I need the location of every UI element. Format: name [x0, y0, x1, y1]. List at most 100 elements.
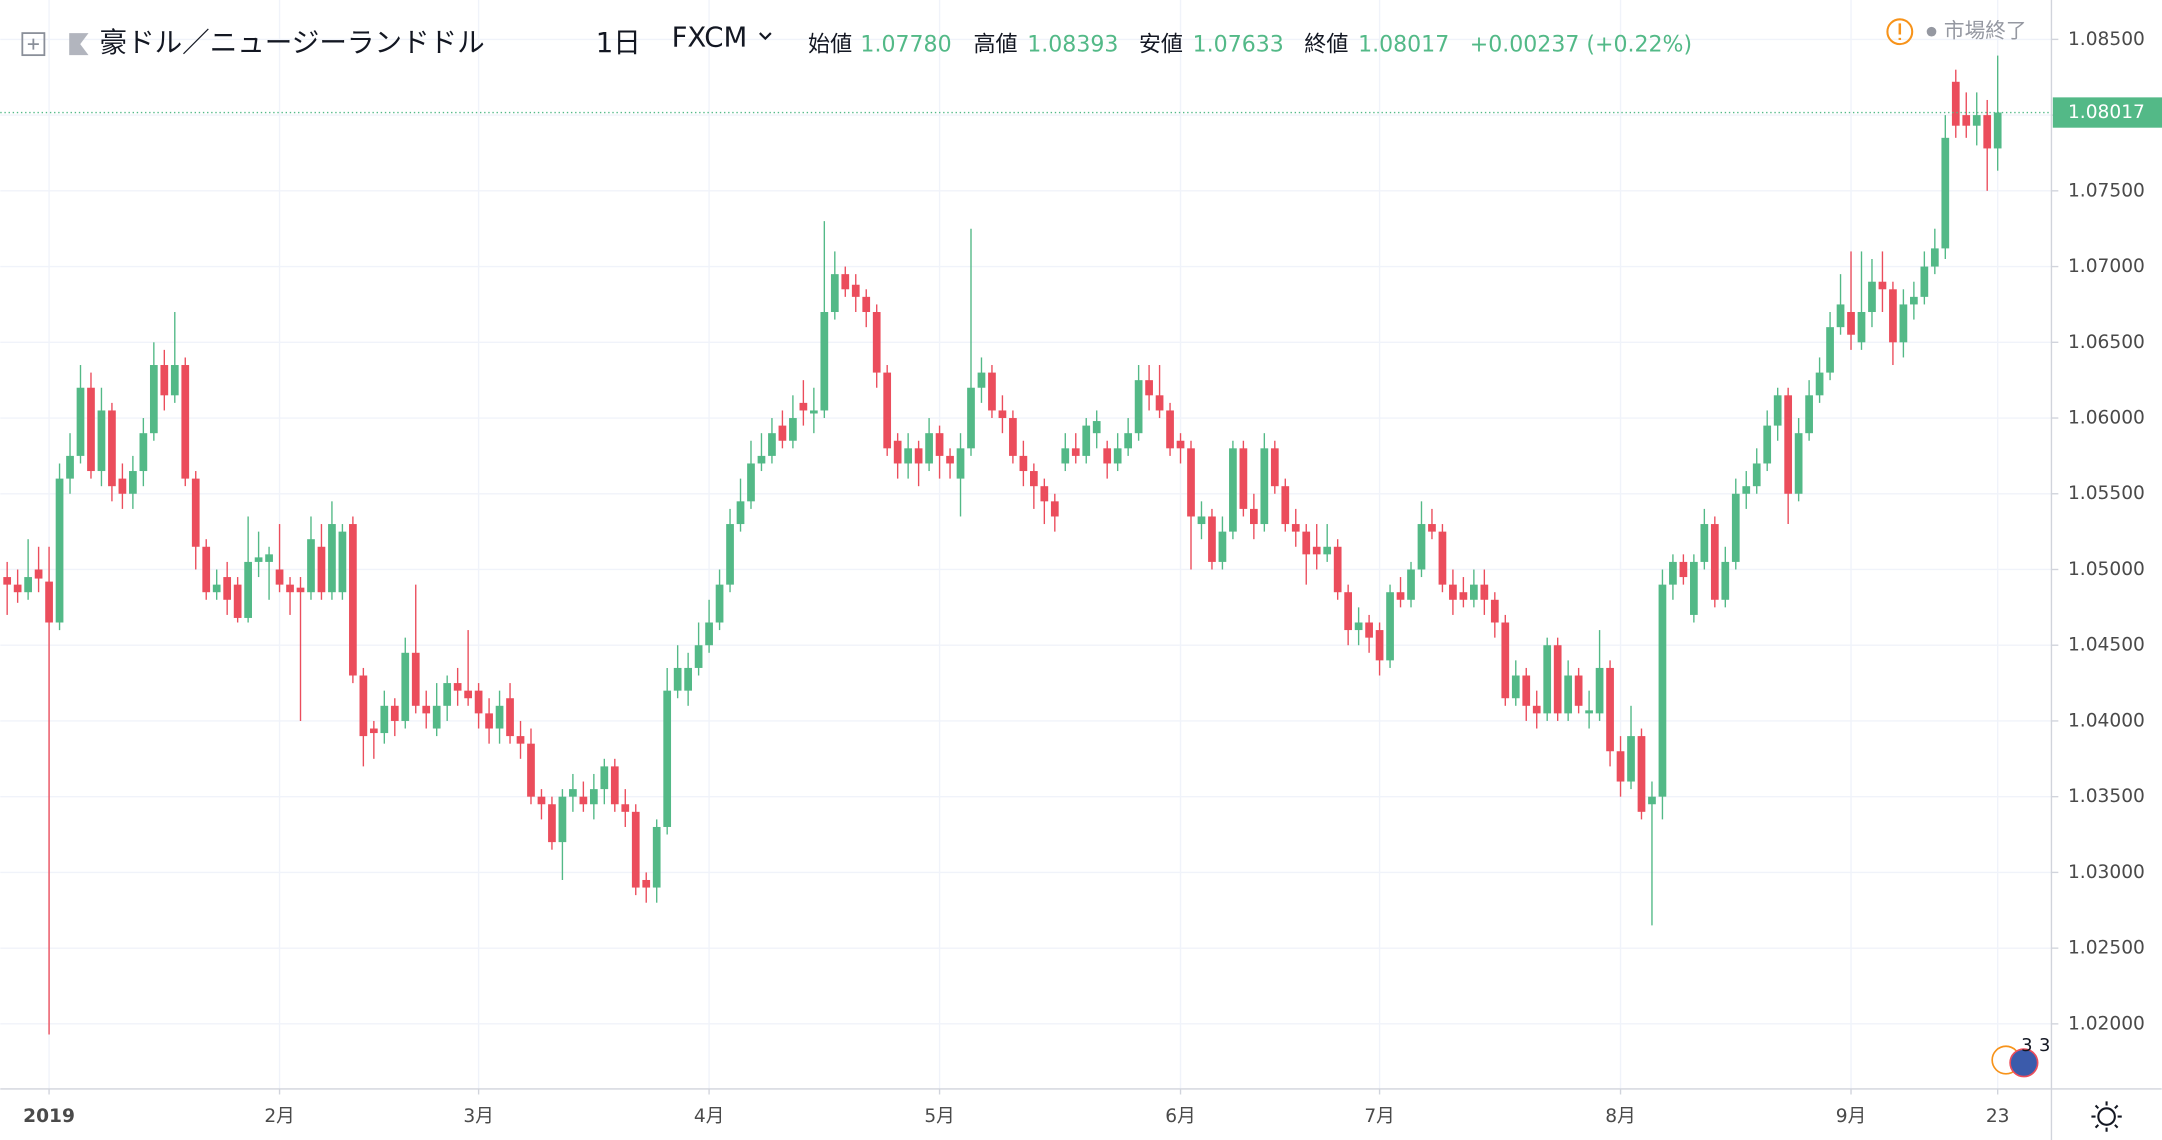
candle-body: [768, 433, 776, 456]
candle-body: [506, 698, 514, 737]
candle-body: [349, 524, 357, 676]
candle-body: [998, 410, 1007, 419]
candle-body: [694, 645, 703, 668]
candle-body: [443, 683, 452, 706]
candle-body: [1428, 524, 1436, 532]
candle-body: [1113, 448, 1122, 464]
candle-body: [1270, 448, 1279, 487]
expand-icon[interactable]: [27, 38, 39, 50]
settings-icon[interactable]: [2097, 1107, 2116, 1126]
candle-body: [338, 531, 347, 593]
candle-body: [212, 584, 221, 593]
candle-body: [1166, 410, 1174, 449]
warning-icon[interactable]: [1886, 18, 1914, 46]
candle-body: [223, 577, 232, 600]
candle-body: [3, 577, 12, 585]
candle-body: [34, 569, 43, 579]
candle-body: [1553, 645, 1562, 714]
low-label: 安値: [1139, 32, 1183, 57]
candle-body: [1344, 592, 1353, 631]
candle-body: [1490, 599, 1499, 623]
candle-body: [129, 471, 137, 494]
candle-body: [820, 312, 829, 411]
source[interactable]: FXCM: [672, 22, 748, 54]
candle-body: [851, 284, 860, 297]
candle-body: [202, 546, 211, 593]
candle-body: [946, 455, 954, 464]
candle-body: [684, 667, 692, 691]
candle-body: [1889, 289, 1897, 343]
candle-body: [160, 365, 169, 396]
candle-body: [1155, 395, 1164, 411]
candle-body: [1071, 448, 1080, 456]
candle-body: [233, 584, 242, 618]
candle-body: [1658, 584, 1667, 797]
dropdown-icon[interactable]: [759, 32, 772, 41]
candle-body: [1323, 546, 1332, 555]
candle-body: [1092, 421, 1101, 434]
candle-body: [1218, 531, 1227, 562]
candle-body: [1187, 448, 1195, 517]
interval[interactable]: 1日: [596, 27, 641, 59]
event-badge[interactable]: [2009, 1048, 2039, 1078]
candle-body: [485, 713, 493, 729]
candle-body: [589, 789, 598, 805]
candle-body: [1637, 736, 1646, 812]
candle-body: [569, 789, 577, 797]
x-tick-label: 5月: [924, 1106, 954, 1127]
candle-body: [1962, 115, 1971, 126]
expand-icon[interactable]: [21, 32, 46, 57]
candle-body: [914, 448, 923, 464]
candle-body: [76, 387, 85, 456]
candle-body: [988, 372, 996, 411]
x-tick-label: 6月: [1165, 1106, 1195, 1127]
candle-body: [1459, 592, 1468, 600]
candle-body: [652, 826, 661, 888]
last-price-label: 1.08017: [2068, 102, 2145, 123]
candle-body: [401, 652, 410, 721]
candle-body: [1710, 524, 1719, 600]
candle-body: [1522, 675, 1531, 706]
candle-body: [1333, 546, 1342, 593]
y-tick-label: 1.03000: [2068, 862, 2145, 883]
candle-body: [610, 766, 619, 805]
candle-body: [170, 365, 179, 396]
candle-body: [55, 478, 64, 623]
candle-body: [317, 546, 326, 593]
candle-body: [925, 433, 933, 464]
y-tick-label: 1.02000: [2068, 1013, 2145, 1034]
candle-body: [516, 736, 525, 744]
settings-icon[interactable]: [2091, 1101, 2122, 1132]
candle-body: [1543, 645, 1552, 714]
y-tick-label: 1.03500: [2068, 786, 2145, 807]
candle-body: [87, 387, 95, 472]
candle-body: [1229, 448, 1237, 532]
candle-body: [1260, 448, 1269, 525]
candle-body: [1365, 622, 1373, 638]
candle-body: [296, 587, 305, 593]
candles: [0, 55, 2052, 1035]
candle-body: [307, 539, 315, 593]
x-tick-label: 23: [1986, 1106, 2010, 1127]
low-value: 1.07633: [1193, 32, 1284, 57]
x-tick-label: 2019: [23, 1106, 75, 1127]
candle-body: [904, 448, 912, 464]
x-tick-label: 3月: [463, 1106, 493, 1127]
candle-body: [1627, 736, 1635, 782]
candle-body: [956, 448, 965, 479]
y-tick-label: 1.07000: [2068, 256, 2145, 277]
candle-body: [1103, 448, 1112, 464]
candle-body: [663, 690, 672, 827]
close-label: 終値: [1304, 32, 1348, 57]
candle-body: [265, 554, 273, 562]
y-tick-label: 1.02500: [2068, 938, 2145, 959]
x-tick-label: 9月: [1836, 1106, 1866, 1127]
candle-body: [422, 705, 431, 714]
candle-body: [1773, 395, 1782, 426]
candle-body: [24, 577, 32, 593]
x-tick-label: 4月: [694, 1106, 724, 1127]
candle-body: [1763, 425, 1772, 464]
x-tick-label: 2月: [264, 1106, 294, 1127]
candle-body: [967, 387, 975, 449]
